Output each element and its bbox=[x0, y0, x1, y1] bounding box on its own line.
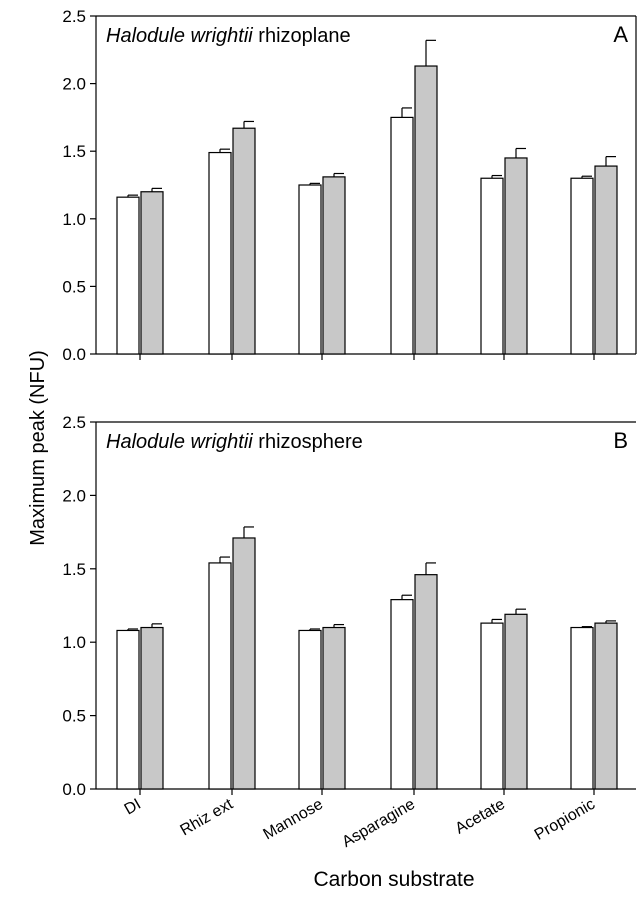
bar-filled bbox=[504, 157, 528, 355]
bar-open bbox=[208, 151, 232, 355]
x-tick-label: Mannose bbox=[260, 796, 326, 844]
panel-title-species: Halodule wrightii bbox=[106, 431, 253, 453]
bar-filled bbox=[414, 65, 438, 355]
bar-filled bbox=[322, 176, 346, 355]
x-tick-label: Acetate bbox=[453, 796, 509, 838]
bar-filled bbox=[322, 626, 346, 790]
bar-open bbox=[298, 184, 322, 355]
bar-open bbox=[570, 177, 594, 355]
bar-filled bbox=[594, 622, 618, 790]
panel-letter: B bbox=[613, 428, 628, 453]
y-tick-label: 0.0 bbox=[62, 345, 86, 364]
bar-filled bbox=[414, 574, 438, 790]
y-tick-label: 2.0 bbox=[62, 75, 86, 94]
y-axis-label: Maximum peak (NFU) bbox=[27, 350, 49, 546]
panel-title-sample: rhizosphere bbox=[253, 431, 363, 453]
bar-open bbox=[390, 599, 414, 790]
y-tick-label: 2.5 bbox=[62, 7, 86, 26]
y-tick-label: 1.5 bbox=[62, 560, 86, 579]
y-tick-label: 1.0 bbox=[62, 633, 86, 652]
bar-open bbox=[208, 562, 232, 790]
bar-open bbox=[480, 177, 504, 355]
x-tick-label: Propionic bbox=[532, 796, 598, 844]
x-tick-label: DI bbox=[122, 796, 144, 819]
y-tick-label: 0.5 bbox=[62, 277, 86, 296]
bar-open bbox=[298, 629, 322, 790]
bar-open bbox=[570, 626, 594, 790]
bar-open bbox=[480, 622, 504, 790]
panel-title-species: Halodule wrightii bbox=[106, 25, 253, 47]
panel-b: 0.0 0.5 1.0 1.5 2.0 2.5 Halodule wrightii rhiz… bbox=[62, 413, 636, 851]
bar-filled bbox=[504, 613, 528, 790]
y-tick-label: 0.5 bbox=[62, 707, 86, 726]
bar-open bbox=[116, 629, 140, 790]
bar-filled bbox=[140, 191, 164, 355]
bar-open bbox=[390, 116, 414, 355]
panel-title: Halodule wrightii rhizoplane bbox=[106, 25, 351, 47]
y-tick-label: 2.5 bbox=[62, 413, 86, 432]
y-tick-label: 2.0 bbox=[62, 486, 86, 505]
x-tick-label: Asparagine bbox=[339, 796, 418, 851]
bar-open bbox=[116, 196, 140, 355]
panel-title: Halodule wrightii rhizosphere bbox=[106, 431, 363, 453]
bar-filled bbox=[232, 537, 256, 790]
bar-filled bbox=[140, 626, 164, 790]
y-tick-label: 1.0 bbox=[62, 210, 86, 229]
bar-filled bbox=[232, 127, 256, 355]
y-tick-label: 0.0 bbox=[62, 780, 86, 799]
y-tick-label: 1.5 bbox=[62, 142, 86, 161]
bar-filled bbox=[594, 165, 618, 355]
panel-title-sample: rhizoplane bbox=[253, 25, 351, 47]
panel-a: 0.0 0.5 1.0 1.5 2.0 2.5 Halodule wrightii rhiz… bbox=[62, 7, 637, 364]
panel-letter: A bbox=[613, 22, 628, 47]
x-tick-label: Rhiz ext bbox=[177, 795, 236, 839]
x-axis-label: Carbon substrate bbox=[313, 868, 474, 891]
